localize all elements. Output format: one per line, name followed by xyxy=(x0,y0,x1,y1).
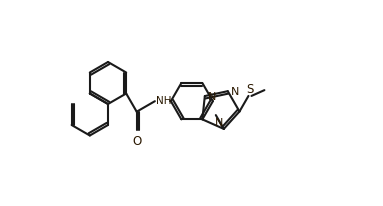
Text: S: S xyxy=(246,83,253,95)
Text: N: N xyxy=(231,87,239,97)
Text: N: N xyxy=(214,117,223,127)
Text: N: N xyxy=(208,92,216,102)
Text: NH: NH xyxy=(156,96,171,106)
Text: O: O xyxy=(132,134,141,147)
